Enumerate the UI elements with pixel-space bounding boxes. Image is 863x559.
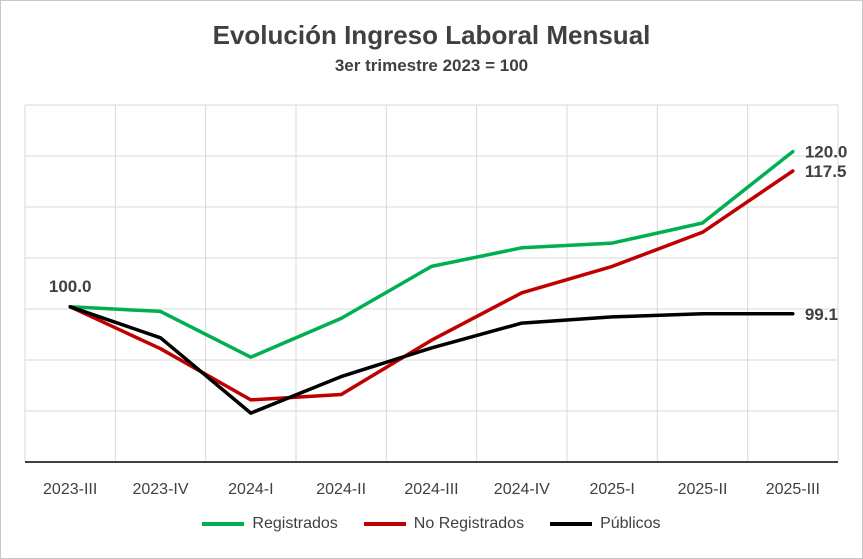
x-tick-label: 2023-IV xyxy=(132,481,188,498)
x-tick-label: 2024-II xyxy=(316,481,366,498)
legend-swatch-registrados xyxy=(202,522,245,526)
data-label-end-p-blicos: 99.1 xyxy=(805,305,838,324)
legend-label-publicos: Públicos xyxy=(600,515,661,532)
legend-label-no-registrados: No Registrados xyxy=(413,515,525,532)
series-line-p-blicos xyxy=(68,305,795,415)
x-tick-label: 2025-III xyxy=(766,481,820,498)
legend-label-registrados: Registrados xyxy=(252,515,338,532)
x-tick-label: 2024-III xyxy=(404,481,458,498)
data-label-start: 100.0 xyxy=(49,277,92,296)
x-tick-label: 2024-I xyxy=(228,481,273,498)
chart-subtitle: 3er trimestre 2023 = 100 xyxy=(334,56,529,75)
data-label-end-no-registrados: 117.5 xyxy=(805,162,847,181)
x-tick-label: 2024-IV xyxy=(494,481,550,498)
data-label-end-registrados: 120.0 xyxy=(805,143,848,162)
x-tick-label: 2025-II xyxy=(678,481,728,498)
legend-item-no-registrados: No Registrados xyxy=(363,515,525,533)
chart-title: Evolución Ingreso Laboral Mensual xyxy=(212,20,651,50)
legend-item-registrados: Registrados xyxy=(202,515,338,533)
chart-legend: Registrados No Registrados Públicos xyxy=(0,515,863,533)
x-tick-label: 2025-I xyxy=(589,481,634,498)
x-tick-label: 2023-III xyxy=(43,481,97,498)
legend-item-publicos: Públicos xyxy=(550,515,661,533)
series-line-registrados xyxy=(68,149,795,359)
legend-swatch-no-registrados xyxy=(363,522,406,526)
legend-swatch-publicos xyxy=(550,522,593,526)
series-line-no-registrados xyxy=(68,169,795,402)
